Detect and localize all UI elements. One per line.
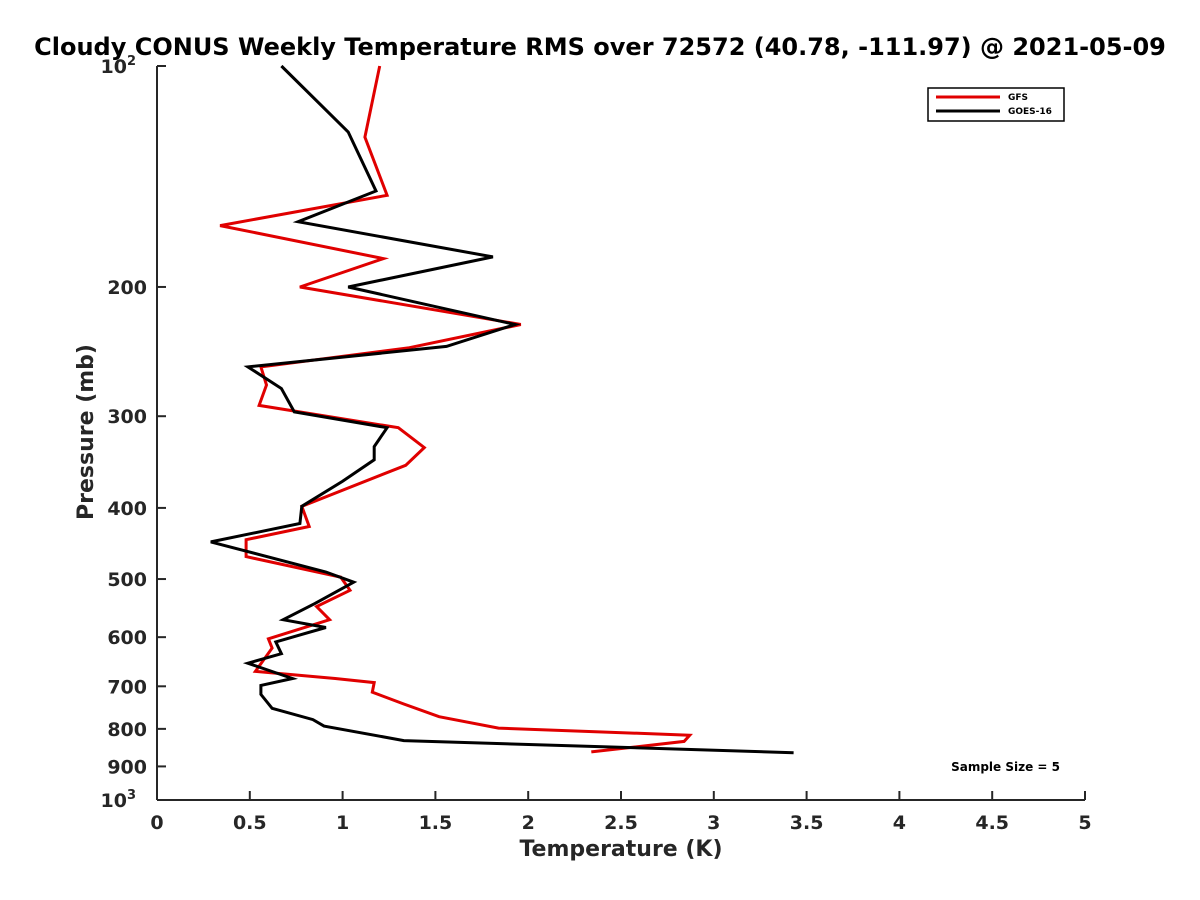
x-tick-label: 3.5 bbox=[790, 812, 824, 834]
y-tick-label: 700 bbox=[107, 676, 147, 698]
x-tick-label: 4.5 bbox=[975, 812, 1009, 834]
x-tick-label: 2.5 bbox=[604, 812, 638, 834]
series-line-gfs bbox=[219, 65, 693, 754]
y-tick-label: 600 bbox=[107, 627, 147, 649]
x-tick-label: 2 bbox=[522, 812, 535, 834]
y-tick-label: 102 bbox=[101, 54, 137, 78]
y-tick-label: 500 bbox=[107, 569, 147, 591]
x-tick-label: 3 bbox=[707, 812, 720, 834]
chart-title: Cloudy CONUS Weekly Temperature RMS over… bbox=[34, 33, 1166, 61]
y-tick-label: 400 bbox=[107, 498, 147, 520]
x-tick-label: 0.5 bbox=[233, 812, 267, 834]
series-layer bbox=[210, 64, 794, 755]
y-tick-label: 900 bbox=[107, 756, 147, 778]
x-tick-label: 1.5 bbox=[419, 812, 453, 834]
sample-size-annotation: Sample Size = 5 bbox=[951, 760, 1060, 774]
x-tick-label: 4 bbox=[893, 812, 906, 834]
y-axis-label: Pressure (mb) bbox=[74, 344, 99, 520]
axes: 0 0.5 1 1.5 2 2.5 3 3.5 4 4.5 5 102 200 300 400 500 600 7… bbox=[101, 54, 1092, 834]
x-tick-label: 5 bbox=[1078, 812, 1091, 834]
y-tick-label: 200 bbox=[107, 277, 147, 299]
x-axis-label: Temperature (K) bbox=[519, 837, 722, 862]
x-tick-label: 1 bbox=[336, 812, 349, 834]
y-tick-label: 103 bbox=[101, 788, 137, 812]
legend-box bbox=[927, 87, 1065, 122]
y-tick-label: 300 bbox=[107, 406, 147, 428]
x-tick-label: 0 bbox=[150, 812, 163, 834]
legend-label-goes-16: GOES-16 bbox=[1008, 107, 1052, 117]
y-tick-label: 800 bbox=[107, 719, 147, 741]
legend: GFS GOES-16 bbox=[927, 87, 1065, 122]
series-line-goes-16 bbox=[210, 64, 794, 755]
legend-label-gfs: GFS bbox=[1008, 93, 1028, 103]
